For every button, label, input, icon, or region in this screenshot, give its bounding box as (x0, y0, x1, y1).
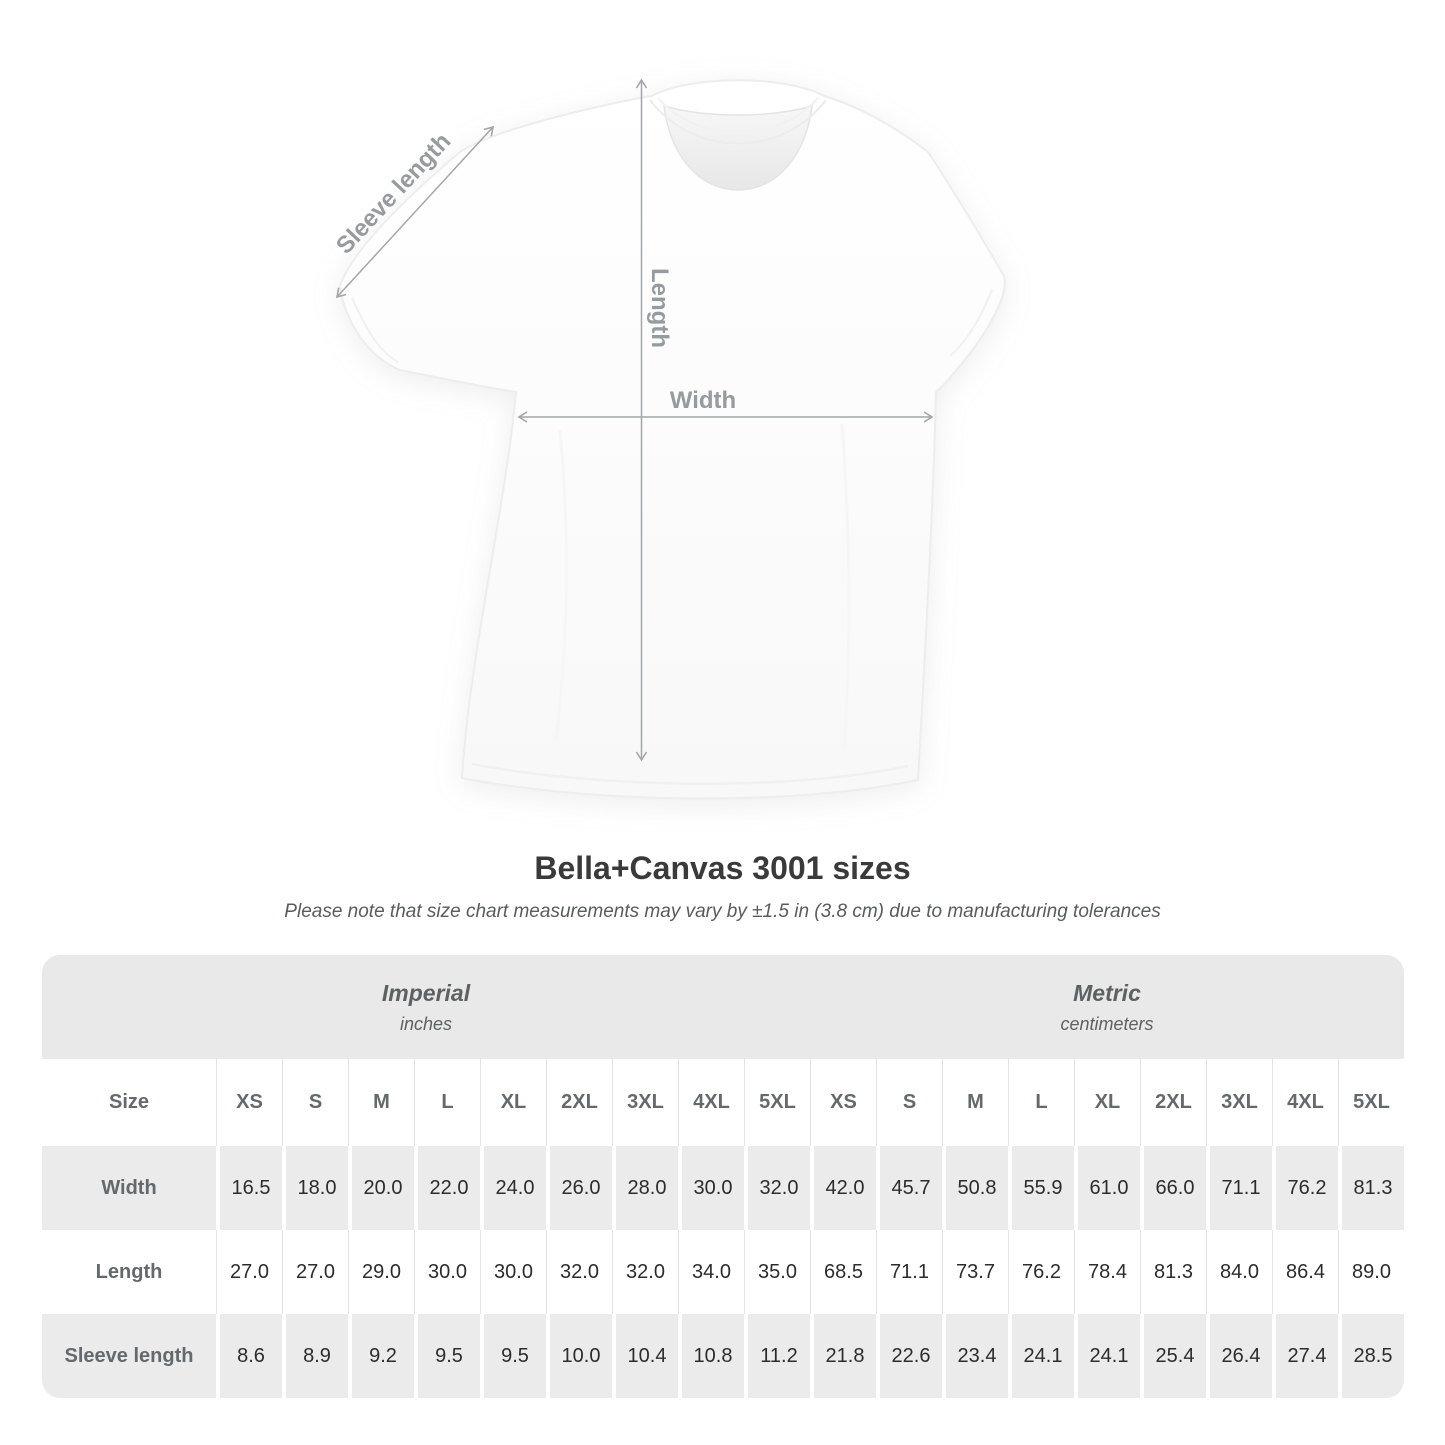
row-label: Sleeve length (42, 1314, 216, 1398)
value-cell: 24.1 (1074, 1314, 1140, 1398)
value-cell: 27.4 (1272, 1314, 1338, 1398)
imperial-title: Imperial (381, 979, 471, 1006)
value-cell: 26.0 (546, 1146, 612, 1230)
col-header: XL (1074, 1059, 1140, 1146)
tshirt-shape (338, 79, 1006, 800)
value-cell: 50.8 (942, 1146, 1008, 1230)
col-header: 3XL (612, 1059, 678, 1146)
value-cell: 10.8 (678, 1314, 744, 1398)
metric-unit: centimeters (1060, 1013, 1154, 1034)
value-cell: 8.6 (216, 1314, 282, 1398)
value-cell: 25.4 (1140, 1314, 1206, 1398)
value-cell: 30.0 (414, 1230, 480, 1314)
value-cell: 32.0 (744, 1146, 810, 1230)
col-header: 5XL (1338, 1059, 1404, 1146)
value-cell: 30.0 (480, 1230, 546, 1314)
value-cell: 27.0 (282, 1230, 348, 1314)
value-cell: 9.5 (414, 1314, 480, 1398)
value-cell: 81.3 (1140, 1230, 1206, 1314)
col-header: M (348, 1059, 414, 1146)
value-cell: 61.0 (1074, 1146, 1140, 1230)
value-cell: 42.0 (810, 1146, 876, 1230)
value-cell: 24.1 (1008, 1314, 1074, 1398)
value-cell: 26.4 (1206, 1314, 1272, 1398)
col-header: M (942, 1059, 1008, 1146)
sleeve-length-row: Sleeve length 8.6 8.9 9.2 9.5 9.5 10.0 1… (42, 1314, 1404, 1398)
value-cell: 10.4 (612, 1314, 678, 1398)
col-header: 2XL (546, 1059, 612, 1146)
col-header: L (1008, 1059, 1074, 1146)
col-header: 5XL (744, 1059, 810, 1146)
value-cell: 22.0 (414, 1146, 480, 1230)
row-label: Length (95, 1260, 163, 1283)
col-header: S (876, 1059, 942, 1146)
page-title: Bella+Canvas 3001 sizes (534, 850, 911, 886)
width-annotation: Width (669, 387, 737, 414)
row-label: Width (42, 1146, 216, 1230)
value-cell: 24.0 (480, 1146, 546, 1230)
value-cell: 71.1 (876, 1230, 942, 1314)
value-cell: 89.0 (1338, 1230, 1404, 1314)
value-cell: 71.1 (1206, 1146, 1272, 1230)
value-cell: 28.5 (1338, 1314, 1404, 1398)
size-corner-label: Size (108, 1091, 150, 1113)
value-cell: 76.2 (1008, 1230, 1074, 1314)
measurement-arrows (335, 78, 934, 762)
col-header: 4XL (678, 1059, 744, 1146)
value-cell: 22.6 (876, 1314, 942, 1398)
col-header: XS (216, 1059, 282, 1146)
value-cell: 21.8 (810, 1314, 876, 1398)
length-row: Length 27.0 27.0 29.0 30.0 30.0 32.0 32.… (42, 1230, 1404, 1314)
value-cell: 55.9 (1008, 1146, 1074, 1230)
value-cell: 9.5 (480, 1314, 546, 1398)
value-cell: 9.2 (348, 1314, 414, 1398)
value-cell: 81.3 (1338, 1146, 1404, 1230)
value-cell: 27.0 (216, 1230, 282, 1314)
width-row: Width 16.5 18.0 20.0 22.0 24.0 26.0 28.0… (42, 1146, 1404, 1230)
col-header: XS (810, 1059, 876, 1146)
unit-header-band: Imperial inches Metric centimeters (42, 955, 1404, 1059)
value-cell: 11.2 (744, 1314, 810, 1398)
value-cell: 84.0 (1206, 1230, 1272, 1314)
value-cell: 68.5 (810, 1230, 876, 1314)
metric-title: Metric (1073, 979, 1141, 1006)
value-cell: 18.0 (282, 1146, 348, 1230)
col-header: 2XL (1140, 1059, 1206, 1146)
value-cell: 76.2 (1272, 1146, 1338, 1230)
value-cell: 28.0 (612, 1146, 678, 1230)
sleeve-length-arrow (335, 125, 495, 299)
value-cell: 73.7 (942, 1230, 1008, 1314)
imperial-header: Imperial inches (42, 955, 810, 1059)
value-cell: 78.4 (1074, 1230, 1140, 1314)
value-cell: 20.0 (348, 1146, 414, 1230)
col-header: 4XL (1272, 1059, 1338, 1146)
value-cell: 16.5 (216, 1146, 282, 1230)
col-header: S (282, 1059, 348, 1146)
value-cell: 32.0 (612, 1230, 678, 1314)
metric-header: Metric centimeters (810, 955, 1404, 1059)
value-cell: 29.0 (348, 1230, 414, 1314)
value-cell: 86.4 (1272, 1230, 1338, 1314)
col-header: L (414, 1059, 480, 1146)
value-cell: 35.0 (744, 1230, 810, 1314)
col-header: 3XL (1206, 1059, 1272, 1146)
value-cell: 32.0 (546, 1230, 612, 1314)
size-table: Imperial inches Metric centimeters Size … (42, 955, 1404, 1398)
value-cell: 23.4 (942, 1314, 1008, 1398)
imperial-unit: inches (399, 1013, 453, 1034)
value-cell: 30.0 (678, 1146, 744, 1230)
length-annotation: Length (646, 268, 673, 348)
size-header-row: Size XS S M L XL 2XL 3XL 4XL 5XL XS S M … (42, 1059, 1404, 1146)
value-cell: 66.0 (1140, 1146, 1206, 1230)
value-cell: 8.9 (282, 1314, 348, 1398)
value-cell: 45.7 (876, 1146, 942, 1230)
value-cell: 10.0 (546, 1314, 612, 1398)
value-cell: 34.0 (678, 1230, 744, 1314)
col-header: XL (480, 1059, 546, 1146)
tolerance-note: Please note that size chart measurements… (284, 901, 1161, 922)
